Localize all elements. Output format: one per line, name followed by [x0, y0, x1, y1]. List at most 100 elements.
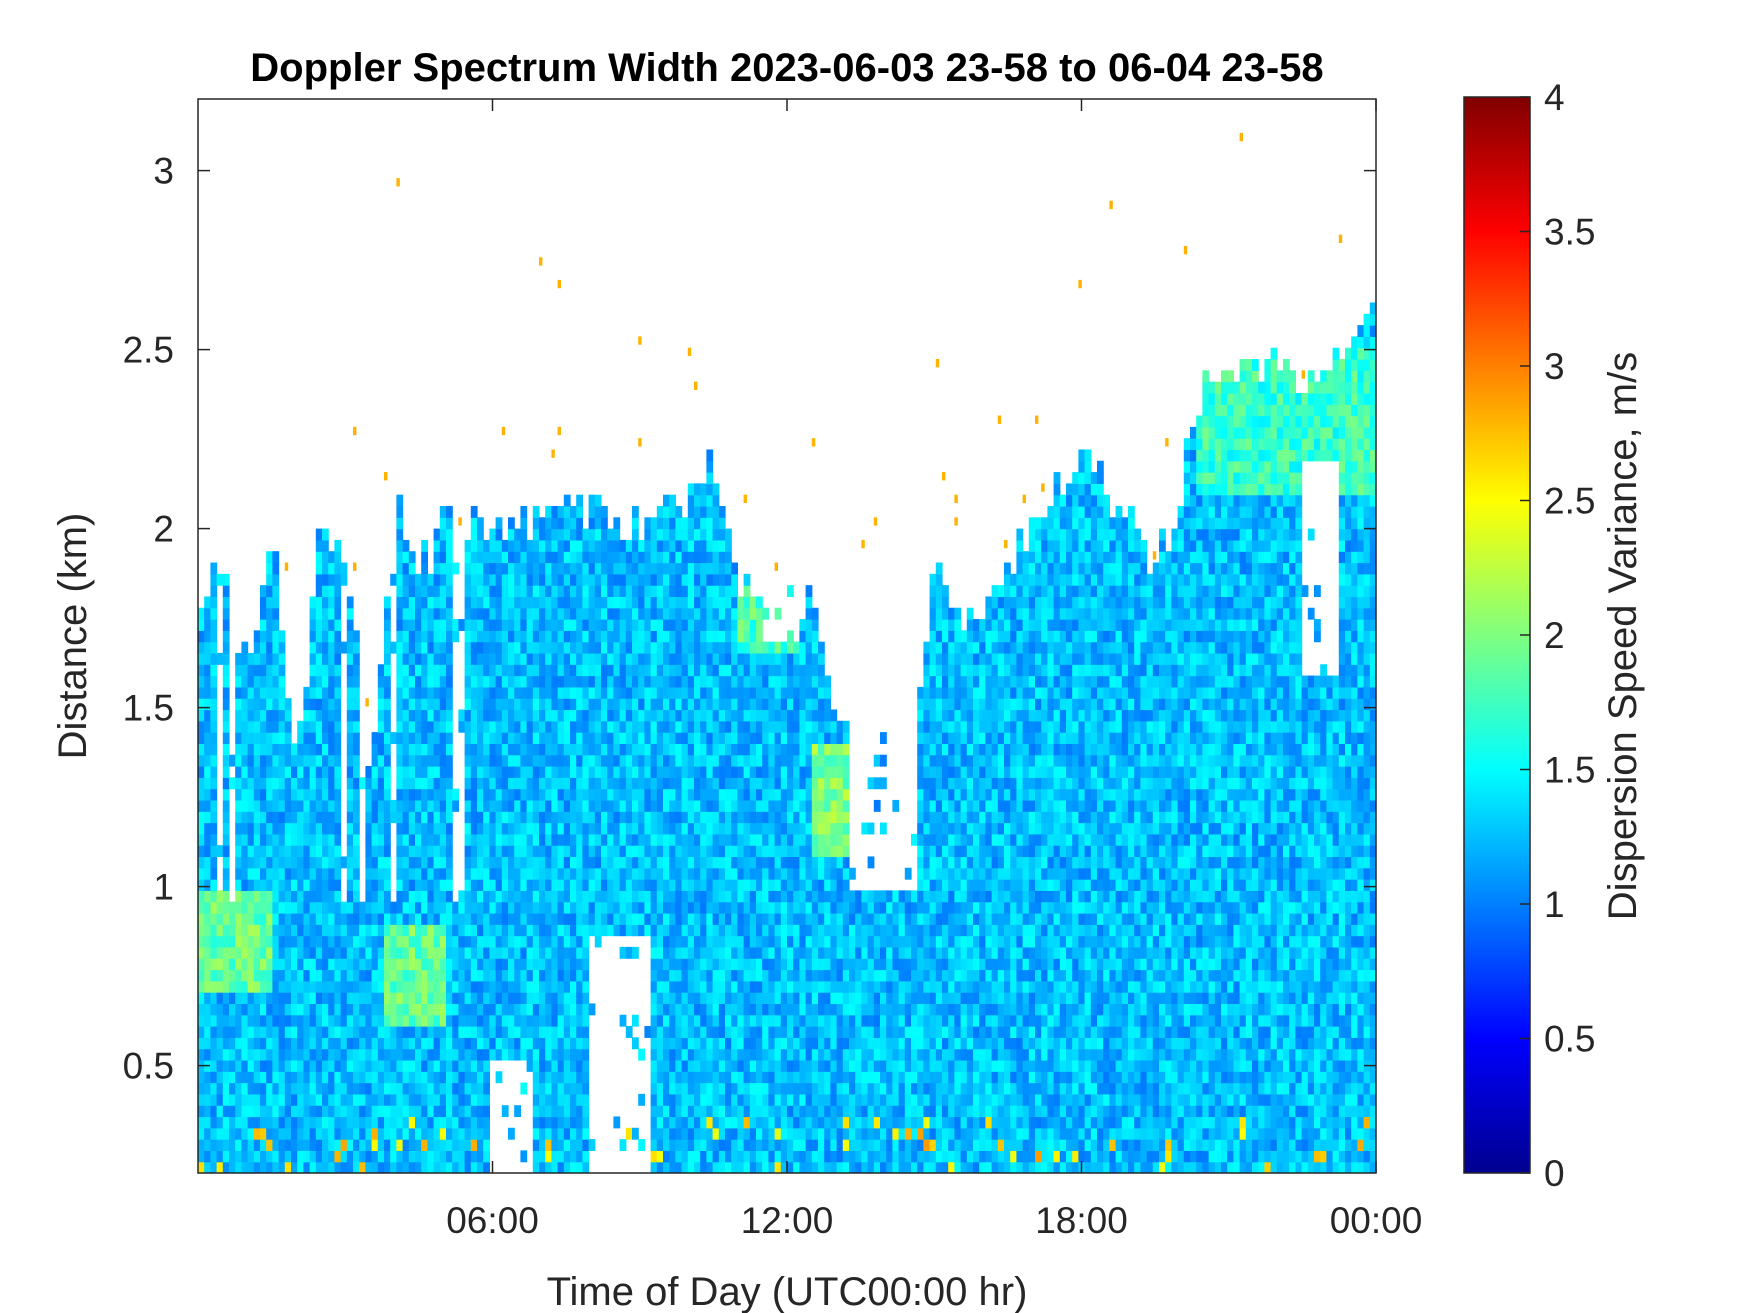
- heatmap-cell: [563, 686, 571, 699]
- heatmap-cell: [334, 573, 342, 586]
- heatmap-cell: [681, 607, 689, 620]
- heatmap-cell: [656, 992, 664, 1005]
- heatmap-cell: [222, 992, 230, 1005]
- heatmap-cell: [638, 1139, 645, 1151]
- heatmap-cell: [322, 1082, 329, 1095]
- heatmap-cell: [458, 1139, 466, 1151]
- heatmap-cell: [446, 845, 453, 858]
- heatmap-cell: [433, 619, 441, 631]
- heatmap-cell: [458, 946, 466, 959]
- heatmap-cell: [439, 1026, 447, 1038]
- heatmap-cell: [539, 720, 546, 733]
- heatmap-cell: [793, 1150, 800, 1163]
- heatmap-cell: [545, 1082, 552, 1095]
- heatmap-cell: [371, 732, 379, 744]
- heatmap-cell: [793, 720, 800, 733]
- heatmap-cell: [644, 1026, 652, 1038]
- heatmap-cell: [415, 1150, 422, 1163]
- heatmap-cell: [799, 1048, 807, 1061]
- heatmap-cell: [619, 596, 627, 609]
- heatmap-cell: [470, 686, 478, 699]
- heatmap-cell: [700, 980, 707, 993]
- heatmap-cell: [229, 1071, 236, 1084]
- heatmap-cell: [291, 1014, 298, 1027]
- heatmap-cell: [700, 732, 707, 744]
- heatmap-cell: [700, 641, 707, 654]
- heatmap-cell: [681, 867, 689, 880]
- heatmap-cell: [768, 833, 776, 846]
- heatmap-cell: [303, 1003, 311, 1016]
- heatmap-cell: [210, 1059, 218, 1072]
- heatmap-cell: [601, 867, 608, 880]
- heatmap-cell: [235, 935, 242, 948]
- heatmap-cell: [526, 811, 534, 824]
- heatmap-cell: [787, 1014, 794, 1027]
- heatmap-cell: [427, 675, 435, 688]
- heatmap-cell: [464, 777, 472, 790]
- heatmap-cell: [340, 958, 348, 971]
- heatmap-cell: [210, 845, 218, 858]
- heatmap-cell: [433, 845, 441, 858]
- heatmap-cell: [266, 946, 273, 959]
- heatmap-cell: [774, 1071, 782, 1084]
- heatmap-cell: [694, 686, 701, 699]
- heatmap-cell: [539, 969, 546, 982]
- heatmap-cell: [607, 562, 614, 575]
- heatmap-cell: [644, 822, 652, 835]
- heatmap-cell: [452, 1082, 459, 1095]
- heatmap-cell: [700, 1014, 707, 1027]
- heatmap-cell: [198, 890, 205, 903]
- heatmap-cell: [396, 935, 404, 948]
- heatmap-cell: [650, 551, 658, 564]
- heatmap-cell: [291, 958, 298, 971]
- heatmap-cell: [235, 822, 242, 835]
- heatmap-cell: [427, 619, 435, 631]
- heatmap-cell: [700, 992, 707, 1005]
- heatmap-cell: [780, 1026, 788, 1038]
- heatmap-cell: [470, 573, 478, 586]
- heatmap-cell: [235, 720, 242, 733]
- heatmap-cell: [322, 856, 329, 869]
- heatmap-cell: [681, 1003, 689, 1016]
- heatmap-cell: [545, 517, 552, 530]
- heatmap-cell: [222, 811, 230, 824]
- heatmap-cell: [731, 754, 738, 767]
- heatmap-cell: [334, 924, 342, 937]
- heatmap-cell: [532, 619, 540, 631]
- heatmap-cell: [756, 1048, 763, 1061]
- heatmap-cell: [793, 1059, 800, 1072]
- heatmap-cell: [235, 1026, 242, 1038]
- heatmap-cell: [396, 517, 404, 530]
- heatmap-cell: [328, 833, 335, 846]
- heatmap-cell: [241, 980, 249, 993]
- heatmap-cell: [632, 539, 639, 552]
- heatmap-cell: [737, 912, 745, 925]
- heatmap-cell: [619, 619, 627, 631]
- heatmap-cell: [551, 856, 559, 869]
- heatmap-cell: [415, 754, 422, 767]
- heatmap-cell: [222, 664, 230, 677]
- heatmap-cell: [514, 619, 521, 631]
- heatmap-cell: [811, 1037, 819, 1050]
- heatmap-cell: [545, 1116, 552, 1129]
- heatmap-cell: [489, 630, 497, 643]
- heatmap-cell: [297, 1093, 304, 1106]
- heatmap-cell: [427, 1026, 435, 1038]
- heatmap-cell: [656, 596, 664, 609]
- heatmap-cell: [563, 619, 571, 631]
- heatmap-cell: [793, 890, 800, 903]
- heatmap-cell: [681, 1014, 689, 1027]
- heatmap-cell: [439, 799, 447, 812]
- heatmap-cell: [309, 788, 317, 801]
- heatmap-cell: [625, 766, 633, 778]
- heatmap-cell: [756, 1093, 763, 1106]
- heatmap-cell: [470, 867, 478, 880]
- heatmap-cell: [272, 585, 280, 598]
- heatmap-cell: [464, 1127, 472, 1140]
- heatmap-cell: [706, 460, 714, 473]
- heatmap-cell: [396, 1161, 404, 1173]
- heatmap-cell: [464, 1037, 472, 1050]
- heatmap-cell: [712, 856, 720, 869]
- heatmap-cell: [446, 777, 453, 790]
- heatmap-cell: [334, 912, 342, 925]
